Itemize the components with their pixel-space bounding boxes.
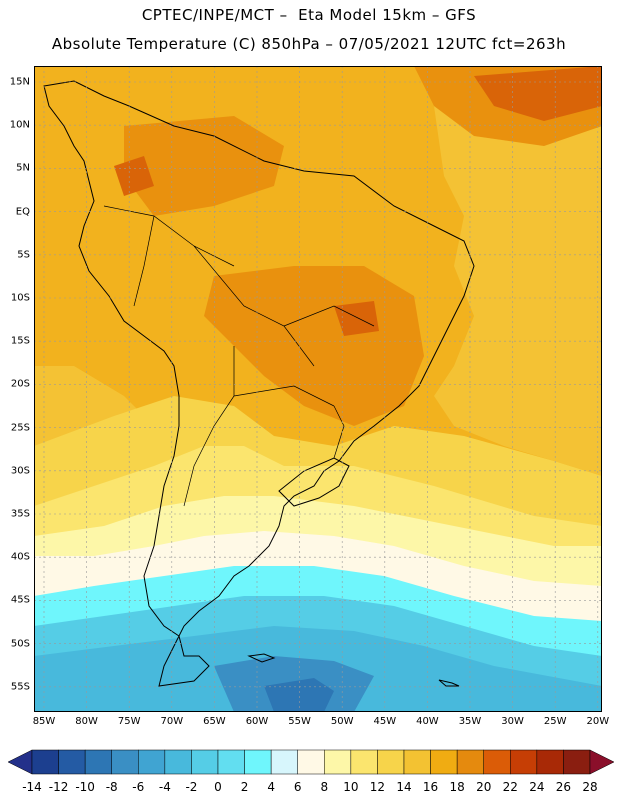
colorbar-swatch	[510, 749, 538, 775]
colorbar-swatch	[217, 749, 245, 775]
colorbar-swatch	[111, 749, 139, 775]
country-borders	[103, 205, 375, 507]
map-title-line1: CPTEC/INPE/MCT – Eta Model 15km – GFS	[141, 6, 477, 24]
colorbar-swatch	[483, 749, 511, 775]
colorbar-swatch	[31, 749, 59, 775]
colorbar-swatch	[297, 749, 325, 775]
map-frame	[34, 66, 602, 712]
longitude-label: 40W	[416, 716, 439, 727]
colorbar-tick-label: 18	[449, 780, 465, 794]
colorbar-swatch	[350, 749, 378, 775]
colorbar-swatch	[563, 749, 591, 775]
colorbar-tick-label: -6	[132, 780, 145, 794]
temp-band-8	[34, 496, 602, 586]
colorbar-swatch	[403, 749, 431, 775]
colorbar-tick-label: -12	[48, 780, 69, 794]
colorbar-tick-label: 24	[529, 780, 545, 794]
latitude-label: 50S	[10, 638, 30, 650]
colorbar-swatch	[191, 749, 219, 775]
latitude-label: 35S	[10, 508, 30, 520]
colorbar-tick-label: 2	[240, 780, 249, 794]
temp-band-22-b	[474, 66, 602, 121]
latitude-label: 5N	[16, 162, 30, 174]
south-georgia	[438, 679, 460, 687]
colorbar-swatch	[324, 749, 352, 775]
temperature-map	[34, 66, 602, 712]
latitude-label: 55S	[10, 681, 30, 693]
colorbar-over-arrow	[589, 749, 614, 775]
longitude-label: 30W	[501, 716, 524, 727]
temp-band-22-c	[114, 156, 154, 196]
colorbar-tick-label: 20	[476, 780, 492, 794]
falkland-islands	[247, 653, 276, 663]
colorbar-under-arrow	[8, 749, 33, 775]
colorbar-swatch	[138, 749, 166, 775]
longitude-label: 85W	[32, 716, 56, 727]
colorbar-tick-label: -2	[185, 780, 198, 794]
colorbar	[8, 749, 614, 775]
latitude-label: 25S	[10, 422, 30, 434]
temp-band-22-a	[334, 301, 379, 336]
longitude-label: 50W	[330, 716, 354, 727]
colorbar-swatch	[430, 749, 458, 775]
colorbar-tick-label: 28	[582, 780, 598, 794]
colorbar-swatch	[58, 749, 86, 775]
colorbar-tick-label: 8	[320, 780, 329, 794]
colorbar-tick-label: 12	[369, 780, 386, 794]
latitude-label: 15N	[9, 76, 30, 88]
longitude-label: 20W	[586, 716, 610, 727]
longitude-label: 35W	[458, 716, 482, 727]
latitude-label: 10S	[10, 292, 30, 304]
temp-band-20	[124, 116, 284, 216]
longitude-label: 70W	[160, 716, 184, 727]
colorbar-tick-label: 10	[343, 780, 359, 794]
longitude-label: 45W	[373, 716, 397, 727]
longitude-label: 55W	[288, 716, 311, 727]
colorbar-tick-label: 22	[502, 780, 518, 794]
longitude-label: 25W	[543, 716, 567, 727]
latitude-label: 30S	[10, 465, 30, 477]
coastline	[43, 80, 475, 687]
latitude-label: 10N	[9, 119, 30, 131]
colorbar-swatch	[244, 749, 272, 775]
colorbar-tick-label: 6	[293, 780, 302, 794]
colorbar-tick-label: -14	[22, 780, 42, 794]
colorbar-tick-label: 0	[214, 780, 222, 794]
latitude-label: 40S	[10, 551, 30, 563]
longitude-label: 80W	[75, 716, 98, 727]
colorbar-swatch	[164, 749, 192, 775]
colorbar-tick-label: 16	[422, 780, 439, 794]
latitude-label: EQ	[15, 206, 30, 218]
colorbar-tick-label: -10	[75, 780, 95, 794]
longitude-label: 65W	[203, 716, 226, 727]
coastline-plata	[278, 457, 350, 507]
temp-band-m6	[264, 678, 334, 712]
latitude-label: 20S	[10, 378, 30, 390]
longitude-label: 75W	[117, 716, 141, 727]
colorbar-tick-label: 4	[267, 780, 275, 794]
latitude-label: 5S	[17, 249, 30, 261]
colorbar-tick-label: -4	[158, 780, 171, 794]
map-title-line2: Absolute Temperature (C) 850hPa – 07/05/…	[51, 35, 567, 53]
colorbar-tick-label: -8	[105, 780, 118, 794]
latitude-label: 15S	[10, 335, 30, 347]
temp-band-16	[434, 106, 602, 476]
colorbar-tick-label: 14	[396, 780, 412, 794]
colorbar-swatch	[270, 749, 298, 775]
colorbar-swatch	[536, 749, 564, 775]
colorbar-swatch	[84, 749, 112, 775]
colorbar-tick-label: 26	[555, 780, 572, 794]
latitude-label: 45S	[10, 594, 30, 606]
colorbar-swatch	[377, 749, 405, 775]
colorbar-swatch	[456, 749, 484, 775]
longitude-label: 60W	[245, 716, 269, 727]
